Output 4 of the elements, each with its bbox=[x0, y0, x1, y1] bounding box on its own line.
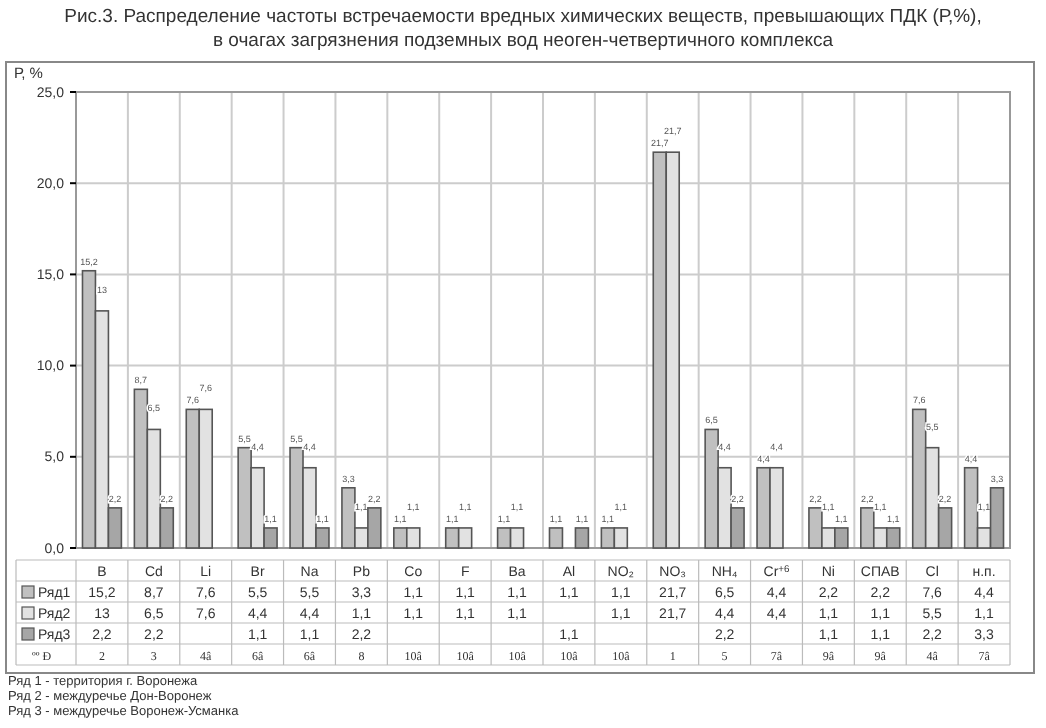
chart-title: Рис.3. Распределение частоты встречаемости вредных химических веществ, превышающих ПДК (Р,%), bbox=[64, 6, 982, 28]
chart-subtitle: в очагах загрязнения подземных вод неоген-четвертичного комплекса bbox=[212, 30, 835, 52]
bar bbox=[574, 527, 590, 549]
bar bbox=[548, 527, 564, 549]
